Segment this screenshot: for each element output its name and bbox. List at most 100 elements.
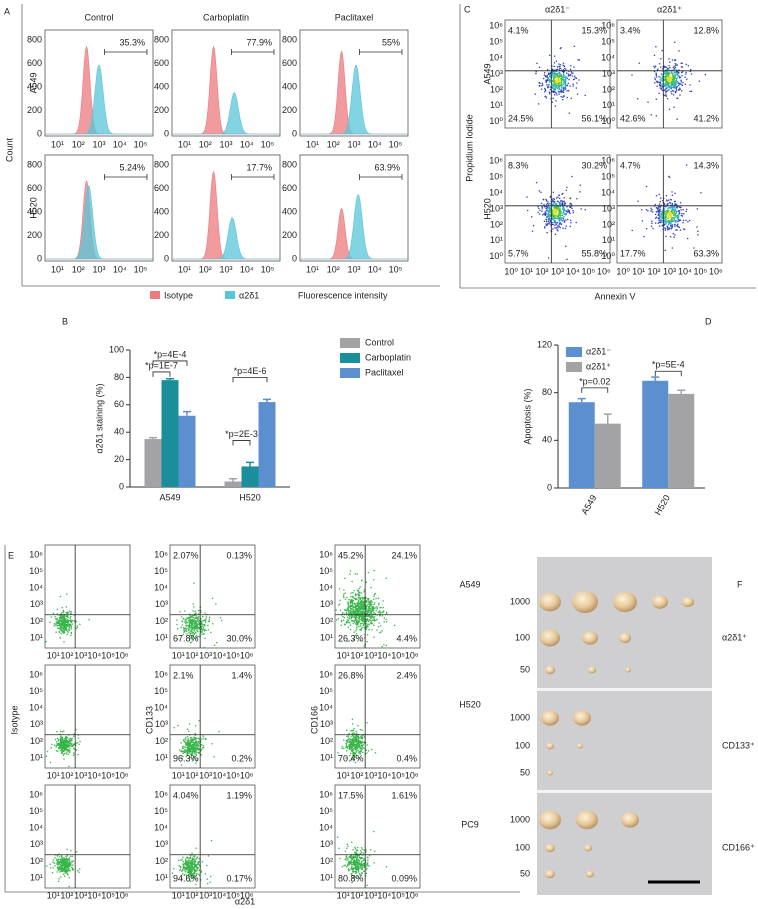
y-tick-label: 10⁶ <box>154 669 168 679</box>
event-dot <box>64 752 66 754</box>
event-dot <box>558 66 560 68</box>
event-dot <box>579 184 582 186</box>
event-dot <box>191 852 193 855</box>
event-dot <box>366 640 368 643</box>
event-dot <box>53 625 55 627</box>
event-dot <box>62 610 65 613</box>
event-dot <box>190 632 192 635</box>
event-dot <box>65 855 67 858</box>
row-label: A549 <box>459 579 480 589</box>
event-dot <box>213 756 215 758</box>
event-dot <box>664 72 666 75</box>
event-dot <box>548 221 551 224</box>
event-dot <box>181 746 184 748</box>
event-dot <box>69 862 71 865</box>
event-dot <box>563 89 565 92</box>
event-dot <box>556 200 559 203</box>
event-dot <box>65 740 67 743</box>
event-dot <box>353 740 356 742</box>
event-dot <box>647 101 649 103</box>
event-dot <box>373 624 375 626</box>
event-dot <box>190 616 192 618</box>
event-dot <box>353 870 355 873</box>
event-dot <box>672 74 674 76</box>
event-dot <box>57 744 60 747</box>
event-dot <box>663 202 665 205</box>
event-dot <box>665 194 668 197</box>
event-dot <box>368 865 370 867</box>
event-dot <box>349 602 352 605</box>
event-dot <box>673 65 675 68</box>
event-dot <box>59 746 62 749</box>
event-dot <box>638 62 641 64</box>
event-dot <box>658 225 661 227</box>
event-dot <box>553 88 555 91</box>
event-dot <box>351 604 354 607</box>
event-dot <box>351 863 353 866</box>
event-dot <box>357 601 359 603</box>
event-dot <box>666 97 669 100</box>
x-tick-label: 10² <box>60 890 73 900</box>
event-dot <box>358 872 361 875</box>
event-dot <box>563 65 566 67</box>
event-dot <box>195 878 197 880</box>
event-dot <box>189 870 192 873</box>
event-dot <box>360 846 363 849</box>
event-dot <box>546 216 548 218</box>
event-dot <box>53 744 56 746</box>
scatter-frame <box>44 544 131 649</box>
y-tick-label: 10⁴ <box>319 703 333 713</box>
event-dot <box>672 78 675 81</box>
event-dot <box>193 862 196 865</box>
event-dot <box>351 732 353 735</box>
event-dot <box>554 83 556 86</box>
y-tick-label: 200 <box>154 105 169 115</box>
event-dot <box>71 742 73 745</box>
event-dot <box>555 202 557 205</box>
event-dot <box>186 735 189 738</box>
event-dot <box>547 210 549 212</box>
event-dot <box>363 645 365 647</box>
event-dot <box>195 742 197 745</box>
event-dot <box>348 743 350 746</box>
event-dot <box>572 83 574 85</box>
event-dot <box>673 83 675 86</box>
event-dot <box>373 593 376 596</box>
y-tick-label: 10⁴ <box>601 52 615 62</box>
event-dot <box>181 624 184 626</box>
event-dot <box>64 870 67 873</box>
event-dot <box>343 616 346 619</box>
event-dot <box>64 618 66 621</box>
event-dot <box>637 200 639 202</box>
event-dot <box>558 82 561 84</box>
event-dot <box>558 88 560 91</box>
event-dot <box>62 873 65 876</box>
event-dot <box>558 84 561 87</box>
event-dot <box>580 208 582 210</box>
event-dot <box>66 855 69 857</box>
event-dot <box>68 623 70 626</box>
event-dot <box>351 723 354 725</box>
gate-bracket <box>231 49 275 55</box>
event-dot <box>354 616 357 619</box>
y-tick-label: 10⁴ <box>601 187 615 197</box>
x-tick-label: 10⁵ <box>582 266 596 276</box>
event-dot <box>352 620 355 622</box>
event-dot <box>668 65 670 67</box>
event-dot <box>562 207 564 210</box>
event-dot <box>556 229 558 231</box>
event-dot <box>664 88 667 90</box>
event-dot <box>573 45 576 48</box>
y-tick-label: 10⁶ <box>319 549 333 559</box>
event-dot <box>563 216 565 218</box>
event-dot <box>552 84 554 86</box>
event-dot <box>193 856 196 858</box>
event-dot <box>347 601 349 603</box>
event-dot <box>668 199 670 201</box>
event-dot <box>366 634 369 636</box>
event-dot <box>549 75 551 77</box>
event-dot <box>548 77 550 80</box>
event-dot <box>361 597 364 599</box>
event-dot <box>62 627 64 629</box>
event-dot <box>658 219 660 222</box>
